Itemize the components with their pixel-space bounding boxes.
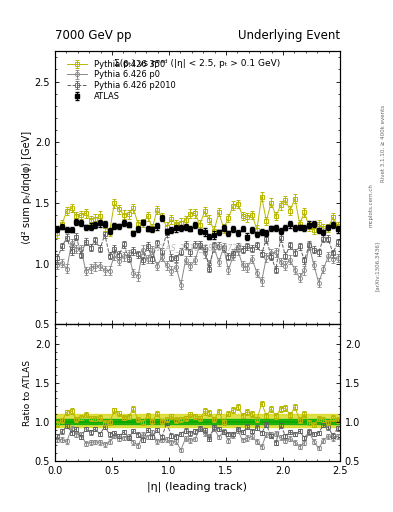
Text: Σ(pₜ) vs ηᵉᵃᵈ (|η| < 2.5, pₜ > 0.1 GeV): Σ(pₜ) vs ηᵉᵃᵈ (|η| < 2.5, pₜ > 0.1 GeV) xyxy=(114,59,281,69)
Text: Underlying Event: Underlying Event xyxy=(238,29,340,42)
Text: ATLAS_2010_S8894728: ATLAS_2010_S8894728 xyxy=(152,243,242,252)
Y-axis label: Ratio to ATLAS: Ratio to ATLAS xyxy=(23,359,32,425)
Text: 7000 GeV pp: 7000 GeV pp xyxy=(55,29,132,42)
Text: mcplots.cern.ch: mcplots.cern.ch xyxy=(369,183,374,227)
Legend: Pythia 6.426 350, Pythia 6.426 p0, Pythia 6.426 p2010, ATLAS: Pythia 6.426 350, Pythia 6.426 p0, Pythi… xyxy=(65,58,178,102)
Y-axis label: ⟨d² sum pₜ/dηdφ⟩ [GeV]: ⟨d² sum pₜ/dηdφ⟩ [GeV] xyxy=(22,131,32,244)
Text: [arXiv:1306.3436]: [arXiv:1306.3436] xyxy=(375,241,380,291)
X-axis label: |η| (leading track): |η| (leading track) xyxy=(147,481,248,492)
Text: Rivet 3.1.10, ≥ 400k events: Rivet 3.1.10, ≥ 400k events xyxy=(381,105,386,182)
